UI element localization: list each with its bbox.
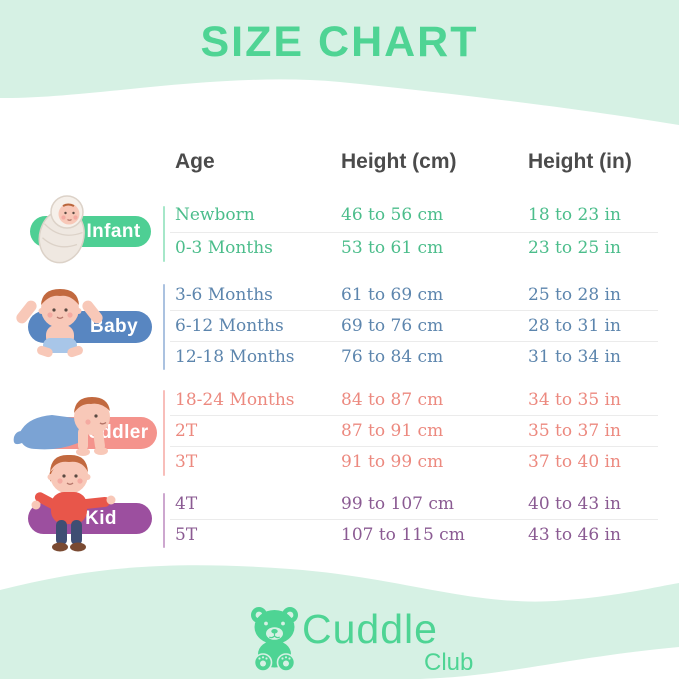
table-row: 2T 87 to 91 cm 35 to 37 in: [0, 416, 679, 447]
height-cm-value: 53 to 61 cm: [341, 238, 444, 258]
age-value: 3-6 Months: [175, 285, 273, 305]
age-value: Newborn: [175, 205, 255, 225]
page-title: SIZE CHART: [200, 18, 479, 66]
table-row: 0-3 Months 53 to 61 cm 23 to 25 in: [0, 233, 679, 264]
row-divider: [170, 415, 658, 416]
age-value: 6-12 Months: [175, 316, 284, 336]
height-in-value: 37 to 40 in: [528, 452, 621, 472]
header-age: Age: [175, 150, 215, 173]
height-in-value: 28 to 31 in: [528, 316, 621, 336]
age-value: 2T: [175, 421, 198, 441]
height-cm-value: 46 to 56 cm: [341, 205, 444, 225]
table-row: 3-6 Months 61 to 69 cm 25 to 28 in: [0, 280, 679, 311]
height-cm-value: 91 to 99 cm: [341, 452, 444, 472]
header-height-in: Height (in): [528, 150, 632, 173]
height-cm-value: 107 to 115 cm: [341, 525, 465, 545]
brand-name: Cuddle: [302, 606, 438, 652]
height-cm-value: 76 to 84 cm: [341, 347, 444, 367]
toddler-illustration: [13, 397, 110, 456]
height-in-value: 23 to 25 in: [528, 238, 621, 258]
height-in-value: 35 to 37 in: [528, 421, 621, 441]
table-row: Newborn 46 to 56 cm 18 to 23 in: [0, 200, 679, 231]
table-row: 3T 91 to 99 cm 37 to 40 in: [0, 447, 679, 478]
age-value: 3T: [175, 452, 198, 472]
row-divider: [170, 519, 658, 520]
bottom-wave-decoration: [0, 565, 679, 679]
kid-group-line: [163, 493, 165, 548]
top-wave-decoration: [0, 0, 679, 125]
height-cm-value: 61 to 69 cm: [341, 285, 444, 305]
row-divider: [170, 232, 658, 233]
age-value: 12-18 Months: [175, 347, 295, 367]
brand-subname: Club: [424, 649, 474, 676]
kid-illustration: [31, 454, 116, 552]
table-row: 12-18 Months 76 to 84 cm 31 to 34 in: [0, 342, 679, 373]
baby-group-line: [163, 284, 165, 370]
infant-group-line: [163, 206, 165, 262]
table-row: 5T 107 to 115 cm 43 to 46 in: [0, 520, 679, 551]
age-value: 18-24 Months: [175, 390, 295, 410]
row-divider: [170, 310, 658, 311]
age-value: 5T: [175, 525, 198, 545]
infant-illustration: [38, 195, 85, 264]
age-value: 4T: [175, 494, 198, 514]
height-cm-value: 69 to 76 cm: [341, 316, 444, 336]
table-row: 4T 99 to 107 cm 40 to 43 in: [0, 489, 679, 520]
height-in-value: 34 to 35 in: [528, 390, 621, 410]
height-in-value: 25 to 28 in: [528, 285, 621, 305]
row-divider: [170, 341, 658, 342]
height-cm-value: 84 to 87 cm: [341, 390, 444, 410]
height-in-value: 40 to 43 in: [528, 494, 621, 514]
height-cm-value: 87 to 91 cm: [341, 421, 444, 441]
table-row: 18-24 Months 84 to 87 cm 34 to 35 in: [0, 385, 679, 416]
teddy-bear-icon: [251, 607, 298, 672]
table-row: 6-12 Months 69 to 76 cm 28 to 31 in: [0, 311, 679, 342]
height-in-value: 31 to 34 in: [528, 347, 621, 367]
baby-illustration: [16, 289, 103, 358]
toddler-group-line: [163, 390, 165, 476]
height-in-value: 43 to 46 in: [528, 525, 621, 545]
header-height-cm: Height (cm): [341, 150, 457, 173]
age-value: 0-3 Months: [175, 238, 273, 258]
height-in-value: 18 to 23 in: [528, 205, 621, 225]
height-cm-value: 99 to 107 cm: [341, 494, 454, 514]
row-divider: [170, 446, 658, 447]
